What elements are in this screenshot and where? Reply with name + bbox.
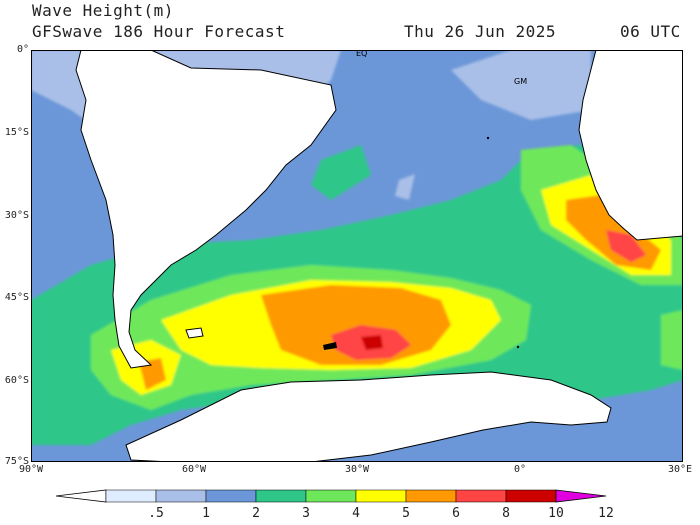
colorbar-label: 1 [202, 506, 210, 521]
lon-label-30w: 30°W [344, 464, 370, 475]
contour-10m-core [361, 335, 383, 350]
colorbar: .5 1 2 3 4 5 6 8 10 12 [55, 486, 656, 522]
island-tristan [516, 345, 520, 349]
map-frame [31, 50, 683, 462]
contour-3m-mid [311, 145, 371, 200]
contour-4m-east [661, 310, 683, 370]
colorbar-label: 10 [548, 506, 564, 521]
colorbar-label: 6 [452, 506, 460, 521]
colorbar-segment [405, 489, 457, 503]
africa [578, 50, 683, 241]
colorbar-segment [205, 489, 257, 503]
colorbar-segment [255, 489, 307, 503]
forecast-time: 06 UTC [620, 22, 681, 41]
lon-label-30e: 30°E [667, 464, 693, 475]
contour-light-patch [395, 174, 415, 200]
colorbar-label: 2 [252, 506, 260, 521]
antarctica [125, 371, 612, 462]
colorbar-segment [105, 489, 157, 503]
forecast-date: Thu 26 Jun 2025 [404, 22, 556, 41]
lat-label-30s: 30°S [4, 210, 29, 221]
lat-label-75s: 75°S [4, 456, 29, 467]
lon-label-90w: 90°W [18, 464, 44, 475]
model-label: GFSwave 186 Hour Forecast [32, 22, 286, 41]
colorbar-segment [155, 489, 207, 503]
lat-label-60s: 60°S [4, 375, 29, 386]
south-america [75, 50, 337, 369]
lat-label-15s: 15°S [4, 127, 29, 138]
greenwich-label: GM [514, 77, 527, 86]
colorbar-min-arrow [55, 489, 107, 503]
wave-height-map: EQ GM [31, 50, 683, 462]
colorbar-label: 8 [502, 506, 510, 521]
contour-light-gulf [451, 50, 591, 120]
colorbar-label: 4 [352, 506, 360, 521]
colorbar-label: 12 [598, 506, 614, 521]
colorbar-segment [305, 489, 357, 503]
colorbar-label: 5 [402, 506, 410, 521]
colorbar-segment [355, 489, 407, 503]
equator-label: EQ [356, 50, 367, 58]
lon-label-60w: 60°W [181, 464, 207, 475]
falkland-islands [185, 327, 204, 339]
colorbar-max-arrow [555, 489, 607, 503]
lat-label-0: 0° [16, 44, 29, 55]
colorbar-label: 3 [302, 506, 310, 521]
colorbar-segment [505, 489, 557, 503]
island-st-helena [486, 136, 490, 140]
south-georgia [323, 342, 337, 350]
lon-label-0: 0° [513, 464, 527, 475]
lat-label-45s: 45°S [4, 292, 29, 303]
colorbar-segment [455, 489, 507, 503]
contour-8m-africa [606, 230, 646, 262]
colorbar-label: .5 [148, 506, 164, 521]
chart-title: Wave Height(m) [32, 1, 174, 20]
